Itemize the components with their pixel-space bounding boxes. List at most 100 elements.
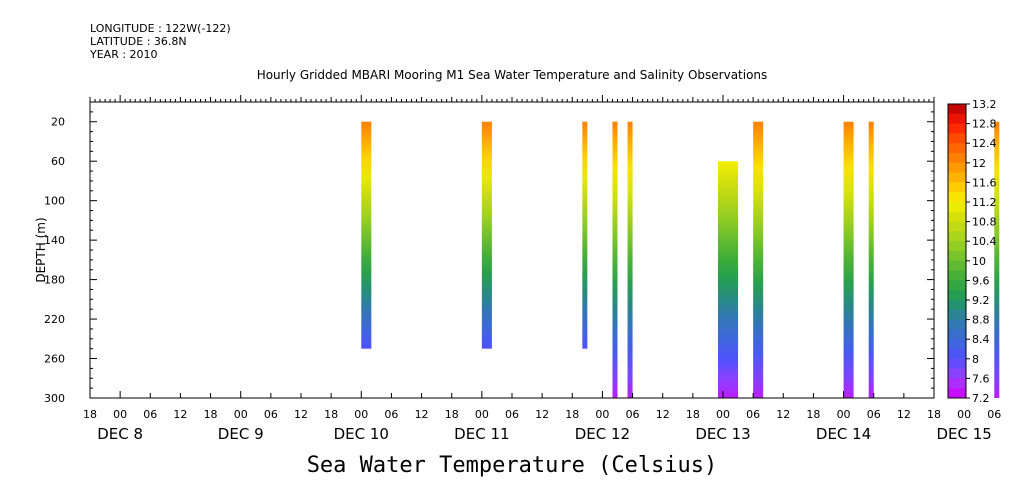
colorbar-swatch [948, 211, 966, 223]
colorbar-tick-label: 10.8 [972, 216, 997, 229]
y-axis: 20 60 100 140 180 220 260 300 [44, 101, 934, 405]
colorbar-swatch [948, 260, 966, 272]
x-tick-label: 12 [897, 408, 911, 421]
x-tick-label: 00 [957, 408, 971, 421]
y-tick-label: 20 [51, 116, 65, 129]
plot-frame [89, 101, 935, 399]
colorbar-tick-label: 12.8 [972, 118, 997, 131]
x-tick-label: 12 [776, 408, 790, 421]
profile-bar [582, 121, 588, 349]
x-tick-label: 06 [143, 408, 157, 421]
x-tick-label: 18 [927, 408, 941, 421]
x-tick-label: 06 [867, 408, 881, 421]
y-tick-label: 260 [44, 353, 65, 366]
colorbar-tick-label: 13.2 [972, 98, 997, 111]
y-tick-label: 60 [51, 155, 65, 168]
colorbar-swatch [948, 143, 966, 154]
colorbar-swatch [948, 388, 966, 399]
colorbar-swatch [948, 153, 966, 164]
colorbar-swatch [948, 172, 966, 183]
colorbar-frame [947, 103, 967, 399]
x-tick-label: 18 [324, 408, 338, 421]
y-tick-label: 140 [44, 234, 65, 247]
x-tick-label: 06 [384, 408, 398, 421]
x-tick-label: 12 [173, 408, 187, 421]
colorbar-swatch [948, 192, 966, 203]
x-day-label: DEC 9 [218, 425, 264, 443]
colorbar-tick-label: 10.4 [972, 235, 997, 248]
x-tick-label: 06 [987, 408, 1001, 421]
colorbar-tick-label: 8.8 [972, 314, 990, 327]
x-day-label: DEC 11 [454, 425, 509, 443]
colorbar-swatch [948, 104, 966, 115]
colorbar-swatch [948, 182, 966, 193]
x-day-label: DEC 10 [334, 425, 389, 443]
colorbar-tick-label: 11.2 [972, 196, 997, 209]
latitude-label: LATITUDE : 36.8N [90, 35, 187, 48]
colorbar-swatch [948, 339, 966, 350]
x-tick-label: 00 [837, 408, 851, 421]
colorbar-tick-label: 12.4 [972, 137, 997, 150]
y-tick-label: 100 [44, 195, 65, 208]
colorbar-label: Sea Water Temperature (Celsius) [306, 453, 718, 478]
x-tick-label: 12 [415, 408, 429, 421]
profile-bars [361, 121, 1000, 398]
x-day-label: DEC 15 [936, 425, 991, 443]
x-tick-label: 18 [686, 408, 700, 421]
y-axis-label: DEPTH (m) [34, 217, 48, 282]
colorbar-swatch [948, 349, 966, 360]
colorbar-swatch [948, 241, 966, 252]
x-tick-label: 12 [294, 408, 308, 421]
profile-bar [361, 121, 372, 349]
x-day-label: DEC 13 [695, 425, 750, 443]
x-tick-label: 00 [716, 408, 730, 421]
colorbar-swatch [948, 231, 966, 242]
colorbar: 13.2 12.8 12.4 12 11.6 11.2 10.8 10.4 10 9.6 9.2 8.… [947, 98, 997, 405]
x-tick-label: 00 [113, 408, 127, 421]
colorbar-tick-label: 8.4 [972, 333, 990, 346]
x-tick-label: 06 [746, 408, 760, 421]
x-tick-label: 18 [565, 408, 579, 421]
colorbar-swatch [948, 300, 966, 311]
plot-header: LONGITUDE : 122W(-122) LATITUDE : 36.8N … [90, 22, 231, 61]
colorbar-swatch [948, 162, 966, 174]
colorbar-swatch [948, 378, 966, 389]
colorbar-tick-label: 11.6 [972, 176, 997, 189]
profile-bar [481, 121, 492, 349]
profile-bar [994, 121, 1000, 398]
x-tick-label: 00 [354, 408, 368, 421]
colorbar-swatch [948, 358, 966, 370]
x-day-label: DEC 12 [575, 425, 630, 443]
colorbar-tick-label: 9.2 [972, 294, 990, 307]
colorbar-swatch [948, 133, 966, 144]
colorbar-swatch [948, 329, 966, 340]
x-tick-label: 18 [204, 408, 218, 421]
colorbar-swatch [948, 280, 966, 291]
chart-title: Hourly Gridded MBARI Mooring M1 Sea Wate… [256, 68, 768, 82]
colorbar-tick-label: 7.6 [972, 372, 990, 385]
x-tick-label: 18 [806, 408, 820, 421]
profile-bar [868, 121, 874, 398]
y-tick-label: 180 [44, 274, 65, 287]
x-tick-label: 06 [626, 408, 640, 421]
colorbar-swatch [948, 319, 966, 330]
longitude-label: LONGITUDE : 122W(-122) [90, 22, 231, 35]
x-tick-label: 00 [475, 408, 489, 421]
colorbar-tick-label: 12 [972, 157, 986, 170]
colorbar-tick-label: 9.6 [972, 274, 990, 287]
x-tick-label: 12 [656, 408, 670, 421]
colorbar-swatch [948, 309, 966, 321]
colorbar-swatch [948, 270, 966, 281]
x-tick-label: 12 [535, 408, 549, 421]
colorbar-swatch [948, 290, 966, 301]
profile-bar [627, 121, 633, 398]
colorbar-tick-label: 10 [972, 255, 986, 268]
x-tick-label: 00 [234, 408, 248, 421]
colorbar-tick-label: 8 [972, 353, 979, 366]
profile-bar [717, 161, 739, 398]
profile-bar [612, 121, 618, 398]
colorbar-swatch [948, 202, 966, 213]
x-day-label: DEC 14 [816, 425, 871, 443]
y-tick-label: 220 [44, 313, 65, 326]
